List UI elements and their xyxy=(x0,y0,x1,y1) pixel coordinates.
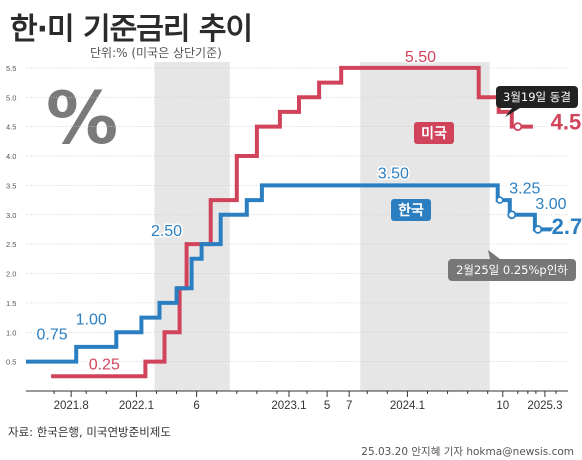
x-tick-label: 6 xyxy=(193,400,199,412)
series-name-label: 한국 xyxy=(398,203,424,219)
x-tick-label: 2021.8 xyxy=(54,400,89,412)
x-tick-label: 10 xyxy=(496,400,509,412)
endpoint-marker xyxy=(507,210,517,220)
year-band-1 xyxy=(360,62,490,391)
endpoint-marker xyxy=(533,225,543,234)
percent-icon: % xyxy=(46,76,119,160)
y-tick-label: 5.0 xyxy=(6,93,16,102)
value-label: 1.00 xyxy=(76,312,107,329)
value-label: 3.00 xyxy=(535,196,566,213)
y-tick-label: 1.5 xyxy=(6,299,16,308)
value-label: 5.50 xyxy=(405,49,436,66)
page-title: 한·미 기준금리 추이 xyxy=(10,12,253,47)
value-label: 3.50 xyxy=(378,165,409,182)
y-tick-label: 5.5 xyxy=(6,64,16,73)
y-tick-label: 1.0 xyxy=(6,328,16,337)
endpoint-marker xyxy=(495,196,504,204)
annotation-box xyxy=(496,86,578,108)
year-band-0 xyxy=(154,62,230,391)
value-label: 2.75 xyxy=(552,214,582,239)
x-tick-label: 2025.3 xyxy=(527,400,562,412)
series-line-kr xyxy=(26,183,554,364)
endpoint-marker xyxy=(513,122,523,132)
chart-subtitle: 단위:% (미국은 상단기준) xyxy=(90,46,222,60)
y-tick-label: 2.0 xyxy=(6,270,16,279)
value-label: 2.50 xyxy=(151,223,182,240)
value-label: 3.25 xyxy=(509,181,540,198)
value-label: 0.25 xyxy=(89,356,120,373)
x-tick-label: 2023.1 xyxy=(271,400,306,412)
source-note: 자료: 한국은행, 미국연방준비제도 xyxy=(8,425,171,439)
annotation-text: 3월19일 동결 xyxy=(503,90,571,104)
annotation-pointer xyxy=(505,108,520,117)
annotation-box xyxy=(448,259,576,281)
series-line-us xyxy=(51,65,533,379)
y-tick-label: 0.5 xyxy=(6,358,16,367)
series-name-box xyxy=(414,122,454,144)
series-name-label: 미국 xyxy=(421,126,447,142)
x-tick-label: 7 xyxy=(346,400,352,412)
value-label: 0.75 xyxy=(37,326,68,343)
annotation-text: 2월25일 0.25%p인하 xyxy=(456,263,568,277)
credit-line: 25.03.20 안지혜 기자 hokma@newsis.com xyxy=(361,446,574,458)
x-tick-label: 2024.1 xyxy=(390,400,425,412)
annotation-pointer xyxy=(488,250,500,259)
x-tick-label: 2022.1 xyxy=(119,400,154,412)
y-tick-label: 3.0 xyxy=(6,211,16,220)
y-tick-label: 3.5 xyxy=(6,181,16,190)
y-tick-label: 4.5 xyxy=(6,123,16,132)
value-label: 4.50 xyxy=(551,110,582,135)
y-tick-label: 4.0 xyxy=(6,152,16,161)
x-tick-label: 5 xyxy=(324,400,330,412)
series-name-box xyxy=(391,199,431,221)
y-tick-label: 2.5 xyxy=(6,240,16,249)
